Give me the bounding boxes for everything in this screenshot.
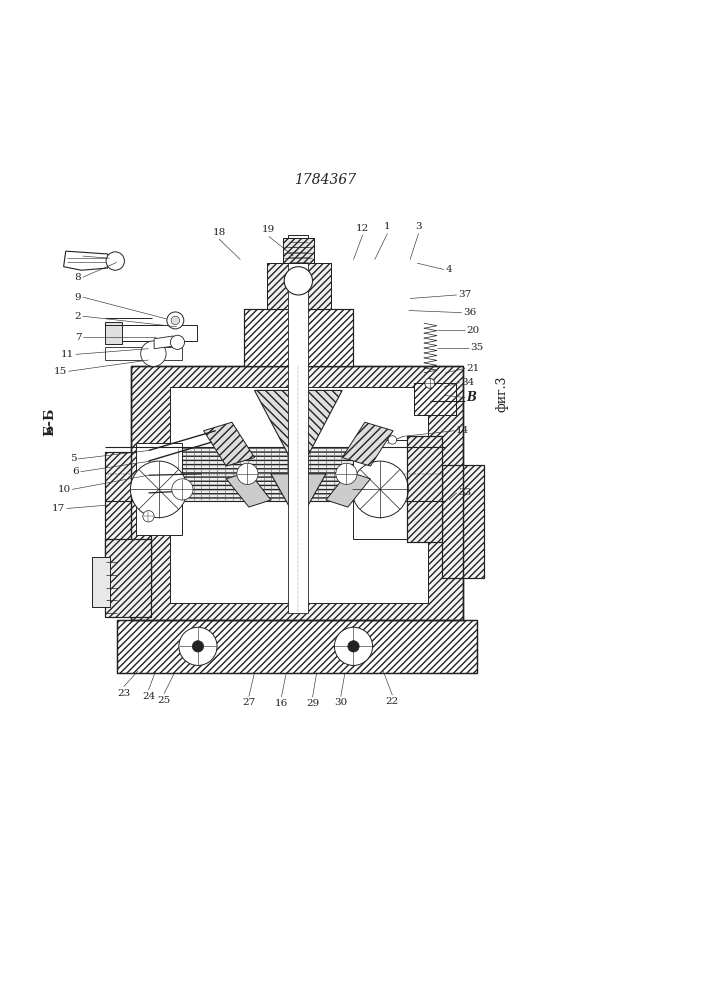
Text: 33: 33 [458, 488, 472, 497]
Bar [105, 452, 151, 593]
Text: 27: 27 [243, 698, 255, 707]
Text: фиг.3: фиг.3 [496, 376, 508, 412]
Text: 25: 25 [158, 696, 170, 705]
Text: 1: 1 [384, 222, 391, 231]
Circle shape [106, 252, 124, 270]
Circle shape [171, 316, 180, 325]
Text: 17: 17 [52, 504, 65, 513]
Text: 18: 18 [213, 228, 226, 237]
Circle shape [334, 627, 373, 665]
Circle shape [170, 335, 185, 349]
Bar [131, 366, 463, 620]
Circle shape [336, 463, 357, 484]
Circle shape [179, 627, 217, 665]
Polygon shape [255, 390, 342, 474]
Polygon shape [64, 251, 112, 270]
Bar [283, 238, 314, 263]
Polygon shape [342, 422, 393, 466]
Circle shape [143, 511, 154, 522]
Circle shape [284, 267, 312, 295]
Bar [283, 238, 314, 263]
Text: 21: 21 [467, 364, 480, 373]
Text: 8: 8 [75, 273, 81, 282]
Circle shape [237, 463, 258, 484]
Circle shape [172, 479, 193, 500]
Bar [407, 436, 442, 542]
Text: B: B [467, 391, 477, 404]
Bar [354, 440, 407, 539]
Text: 22: 22 [386, 697, 399, 706]
Text: 36: 36 [463, 308, 477, 317]
Text: 30: 30 [334, 698, 347, 707]
Text: 35: 35 [470, 343, 484, 352]
Bar [288, 260, 308, 613]
Text: 3: 3 [415, 222, 422, 231]
Bar [244, 309, 354, 366]
Circle shape [388, 436, 397, 444]
Text: 13: 13 [68, 252, 81, 261]
Polygon shape [326, 472, 370, 507]
Bar [105, 452, 151, 593]
Bar [92, 557, 110, 607]
Text: Б-Б: Б-Б [43, 408, 56, 436]
Text: 11: 11 [61, 350, 74, 359]
Bar [105, 325, 197, 341]
Text: 24: 24 [142, 692, 155, 701]
Text: 6: 6 [73, 467, 79, 476]
Text: 19: 19 [262, 225, 275, 234]
Text: Г-Б: Г-Б [438, 405, 457, 414]
Bar [442, 465, 484, 578]
Text: 16: 16 [275, 699, 288, 708]
Circle shape [351, 461, 409, 518]
Polygon shape [271, 474, 326, 523]
Bar [177, 447, 368, 501]
Bar [244, 309, 354, 366]
Text: 14: 14 [456, 426, 469, 435]
Bar [105, 322, 122, 344]
Circle shape [425, 378, 435, 388]
Text: 7: 7 [75, 333, 81, 342]
Bar [407, 436, 442, 542]
Text: 10: 10 [57, 485, 71, 494]
Text: 12: 12 [356, 224, 369, 233]
Polygon shape [154, 336, 177, 349]
Circle shape [141, 341, 166, 366]
Bar [170, 387, 428, 603]
Circle shape [167, 312, 184, 329]
Text: 34: 34 [461, 378, 474, 387]
Circle shape [348, 641, 359, 652]
Bar [131, 366, 463, 620]
Text: 9: 9 [75, 293, 81, 302]
Text: 37: 37 [458, 290, 472, 299]
Text: 4: 4 [445, 265, 452, 274]
Text: 20: 20 [467, 326, 480, 335]
Text: 5: 5 [70, 454, 76, 463]
Polygon shape [226, 472, 271, 507]
Bar [442, 465, 484, 578]
Bar [117, 620, 477, 673]
Text: 15: 15 [54, 367, 67, 376]
Bar [105, 539, 151, 617]
Bar [414, 383, 456, 415]
Text: 23: 23 [117, 689, 130, 698]
Bar [105, 347, 182, 360]
Bar [288, 235, 308, 263]
Bar [105, 539, 151, 617]
Bar [136, 443, 182, 535]
Bar [267, 263, 331, 309]
Circle shape [130, 461, 187, 518]
Text: 2: 2 [75, 312, 81, 321]
Polygon shape [204, 422, 255, 466]
Bar [267, 263, 331, 309]
Text: 29: 29 [306, 699, 319, 708]
Bar [414, 383, 456, 415]
Bar [117, 620, 477, 673]
Text: 1784367: 1784367 [294, 173, 356, 187]
Circle shape [192, 641, 204, 652]
